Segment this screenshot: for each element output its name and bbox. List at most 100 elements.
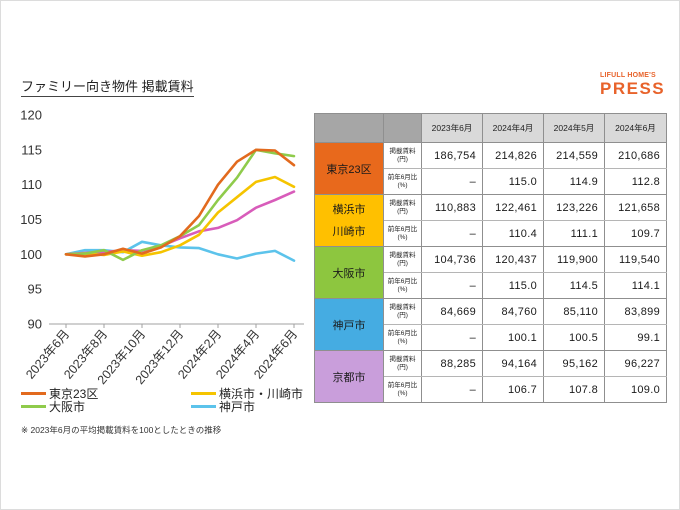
yoy-value: – <box>421 324 483 351</box>
yoy-value: 111.1 <box>543 220 605 247</box>
table-header-row: 2023年6月 2024年4月 2024年5月 2024年6月 <box>314 113 667 143</box>
row-label-yoy-unit: (%) <box>397 233 408 241</box>
y-tick-label: 105 <box>20 212 42 227</box>
legend-swatch-yokohama-kawasaki <box>191 392 216 396</box>
row-label-rent: 掲載賃料 (円) <box>383 194 422 221</box>
table-row-yoy: 前年6月比 (%) – 110.4 111.1 109.7 <box>315 220 667 247</box>
table-row-rent: 横浜市 川崎市 掲載賃料 (円) 110,883 122,461 123,226 … <box>314 194 667 247</box>
series-line-tokyo <box>64 148 296 258</box>
rent-value: 119,900 <box>543 246 605 273</box>
rent-value: 95,162 <box>543 350 605 377</box>
row-label-rent-text: 掲載賃料 <box>389 355 416 363</box>
rent-value: 123,226 <box>543 194 605 221</box>
rent-value: 96,227 <box>604 350 667 377</box>
yoy-value: 109.0 <box>604 376 667 403</box>
row-label-rent: 掲載賃料 (円) <box>383 350 422 377</box>
brand-logo: LIFULL HOME'S PRESS <box>600 72 670 98</box>
table-row-rent: 京都市 掲載賃料 (円) 88,285 94,164 95,162 96,227 <box>314 350 667 403</box>
yoy-value: 112.8 <box>604 168 667 195</box>
header-date: 2024年6月 <box>604 113 667 143</box>
rent-value: 214,559 <box>543 142 605 169</box>
line-chart: 90951001051101151202023年6月2023年8月2023年10… <box>20 108 304 387</box>
y-tick-label: 120 <box>20 108 42 123</box>
row-label-rent-unit: (円) <box>397 207 408 215</box>
city-cell-osaka: 大阪市 <box>314 246 384 299</box>
row-label-yoy: 前年6月比 (%) <box>383 220 422 247</box>
series-line-yokohama-kawasaki <box>64 175 296 257</box>
city-name-yokohama: 横浜市 <box>332 203 366 216</box>
row-label-yoy-text: 前年6月比 <box>387 329 418 337</box>
row-label-rent-unit: (円) <box>397 155 408 163</box>
table-row-rent: 大阪市 掲載賃料 (円) 104,736 120,437 119,900 119,… <box>314 246 667 299</box>
legend-label-osaka: 大阪市 <box>49 400 86 414</box>
table-row-yoy: 前年6月比 (%) – 115.0 114.5 114.1 <box>315 272 667 299</box>
rent-value: 121,658 <box>604 194 667 221</box>
header-blank-city <box>314 113 384 143</box>
legend-item-tokyo: 東京23区 <box>21 388 98 401</box>
city-name-kawasaki: 川崎市 <box>332 225 366 238</box>
rent-value: 84,760 <box>482 298 544 325</box>
yoy-value: 110.4 <box>482 220 544 247</box>
rent-value: 214,826 <box>482 142 544 169</box>
rent-value: 119,540 <box>604 246 667 273</box>
row-label-rent-unit: (円) <box>397 363 408 371</box>
legend-label-yokohama-kawasaki: 横浜市・川崎市 <box>219 387 304 401</box>
yoy-value: 106.7 <box>482 376 544 403</box>
rent-value: 94,164 <box>482 350 544 377</box>
row-label-rent-text: 掲載賃料 <box>389 251 416 259</box>
row-label-rent: 掲載賃料 (円) <box>383 246 422 273</box>
yoy-value: 100.1 <box>482 324 544 351</box>
yoy-value: 99.1 <box>604 324 667 351</box>
rent-table: 2023年6月 2024年4月 2024年5月 2024年6月 東京23区 掲載… <box>314 113 667 403</box>
city-cell-yokohama-kawasaki: 横浜市 川崎市 <box>314 194 384 247</box>
yoy-value: 107.8 <box>543 376 605 403</box>
yoy-value: – <box>421 168 483 195</box>
rent-value: 186,754 <box>421 142 483 169</box>
city-cell-kyoto: 京都市 <box>314 350 384 403</box>
rent-value: 110,883 <box>421 194 483 221</box>
chart-footnote: ※ 2023年6月の平均掲載賃料を100としたときの推移 <box>21 425 222 435</box>
yoy-value: – <box>421 272 483 299</box>
row-label-yoy-text: 前年6月比 <box>387 277 418 285</box>
legend-swatch-kobe <box>191 405 216 409</box>
row-label-yoy-unit: (%) <box>397 181 408 189</box>
legend-label-tokyo: 東京23区 <box>49 387 99 401</box>
legend-swatch-tokyo <box>21 392 46 396</box>
header-date: 2023年6月 <box>421 113 483 143</box>
city-cell-kobe: 神戸市 <box>314 298 384 351</box>
yoy-value: 114.9 <box>543 168 605 195</box>
rent-value: 104,736 <box>421 246 483 273</box>
row-label-yoy-unit: (%) <box>397 285 408 293</box>
row-label-yoy: 前年6月比 (%) <box>383 168 422 195</box>
rent-value: 85,110 <box>543 298 605 325</box>
rent-value: 83,899 <box>604 298 667 325</box>
header-date: 2024年5月 <box>543 113 605 143</box>
row-label-rent-unit: (円) <box>397 259 408 267</box>
row-label-rent-text: 掲載賃料 <box>389 147 416 155</box>
row-label-yoy: 前年6月比 (%) <box>383 376 422 403</box>
legend-item-kobe: 神戸市 <box>191 401 255 414</box>
row-label-yoy-unit: (%) <box>397 337 408 345</box>
series-line-kyoto <box>64 190 296 256</box>
table-row-yoy: 前年6月比 (%) – 106.7 107.8 109.0 <box>315 376 667 403</box>
yoy-value: – <box>421 220 483 247</box>
rent-value: 84,669 <box>421 298 483 325</box>
rent-value: 120,437 <box>482 246 544 273</box>
table-row-rent: 東京23区 掲載賃料 (円) 186,754 214,826 214,559 21… <box>314 142 667 195</box>
logo-small-text: LIFULL HOME'S <box>600 72 656 79</box>
table-row-yoy: 前年6月比 (%) – 115.0 114.9 112.8 <box>315 168 667 195</box>
row-label-yoy-unit: (%) <box>397 389 408 397</box>
yoy-value: 109.7 <box>604 220 667 247</box>
y-tick-label: 90 <box>28 317 42 332</box>
row-label-rent: 掲載賃料 (円) <box>383 298 422 325</box>
row-label-yoy: 前年6月比 (%) <box>383 272 422 299</box>
logo-press-text: PRESS <box>600 79 666 98</box>
row-label-rent: 掲載賃料 (円) <box>383 142 422 169</box>
yoy-value: 114.1 <box>604 272 667 299</box>
page-title: ファミリー向き物件 掲載賃料 <box>21 79 194 97</box>
legend-item-osaka: 大阪市 <box>21 401 85 414</box>
rent-value: 210,686 <box>604 142 667 169</box>
y-tick-label: 115 <box>21 142 42 157</box>
legend-swatch-osaka <box>21 405 46 409</box>
